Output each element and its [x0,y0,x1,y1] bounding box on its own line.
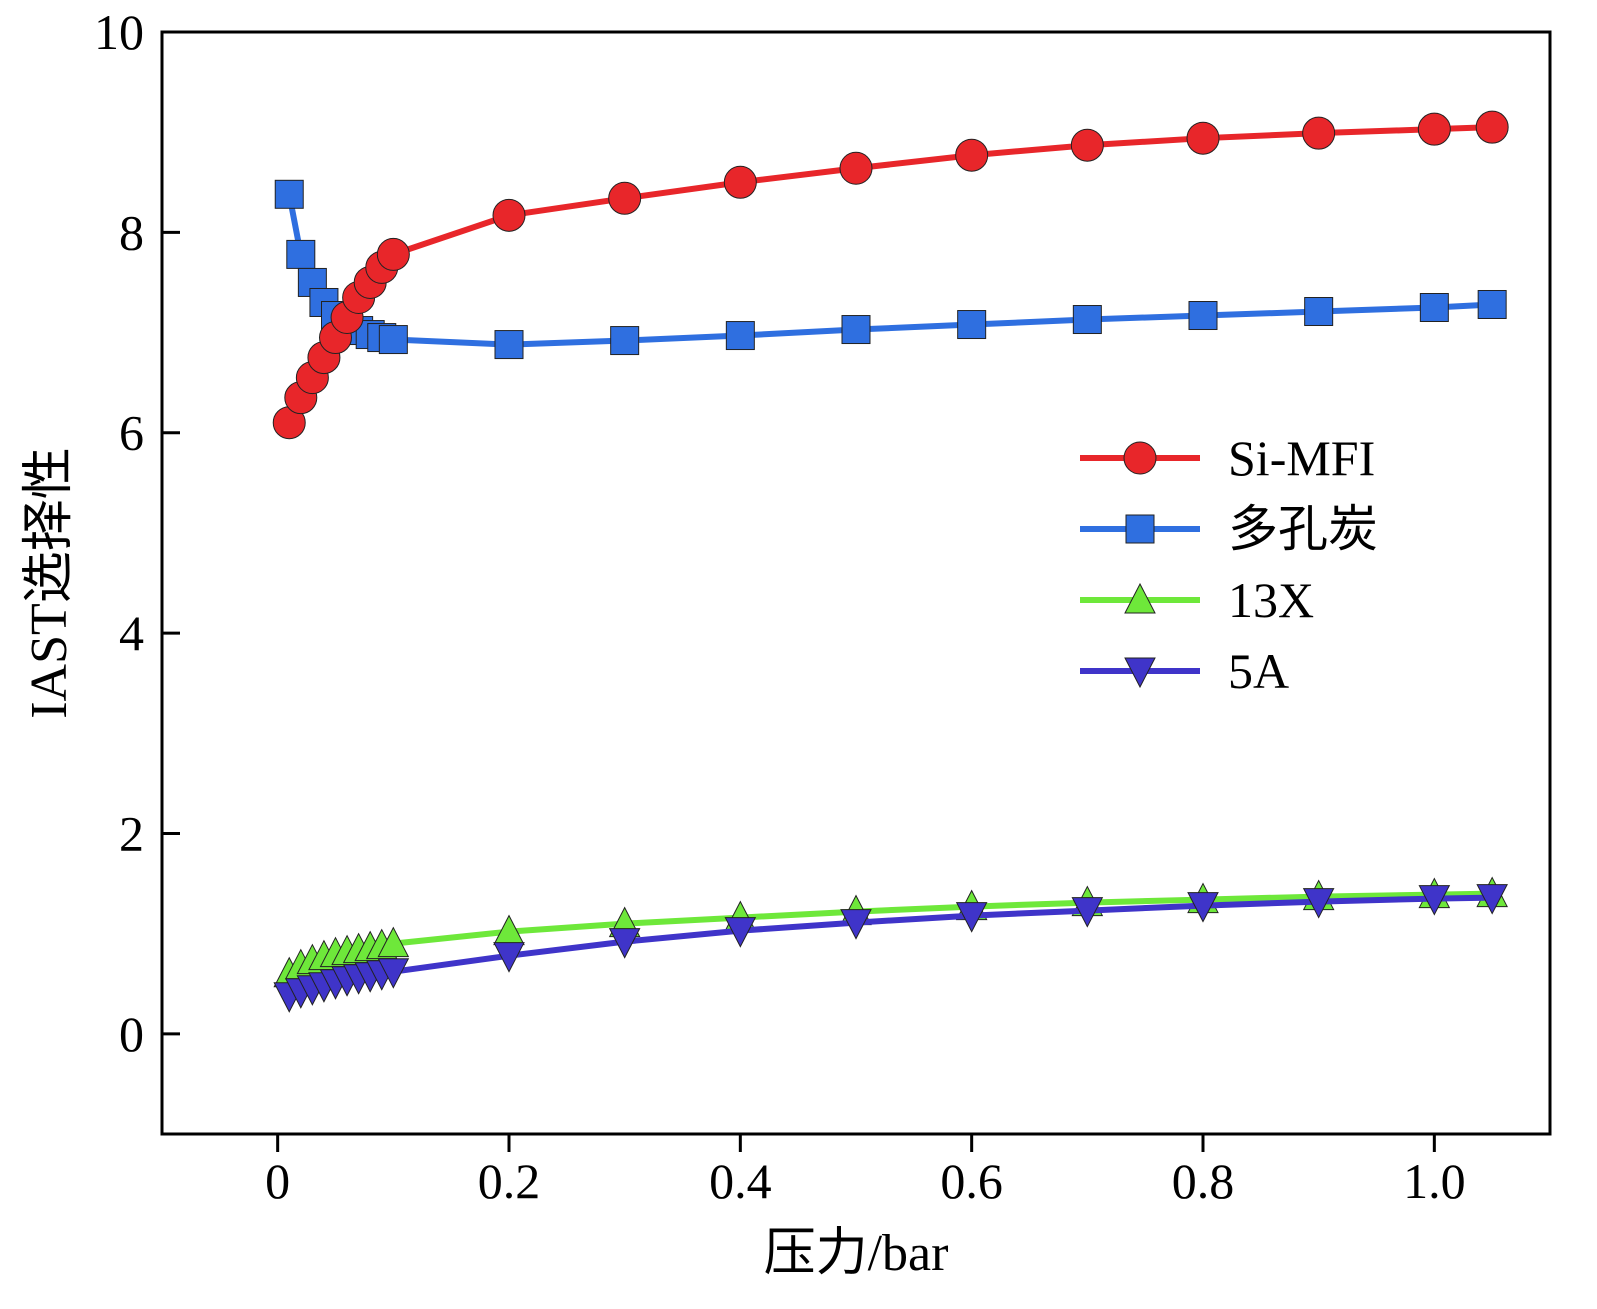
x-tick-label: 1.0 [1403,1153,1466,1209]
data-point [1186,121,1220,155]
data-point [725,321,755,351]
data-point [492,198,526,232]
x-tick-label: 0.2 [478,1153,541,1209]
legend-label: 13X [1228,572,1314,628]
data-point [1419,293,1449,322]
x-axis-ticks: 0 0.2 0.4 0.6 0.8 1.0 [265,1134,1466,1209]
legend-marker [1124,582,1156,614]
data-point [1070,128,1104,162]
data-point [493,942,525,973]
legend-marker [1123,441,1157,475]
plot-frame [160,30,1552,1136]
data-point [378,325,408,355]
series-2 [274,179,1507,360]
data-point [840,909,872,940]
series-line [286,124,1493,424]
data-point [494,330,524,360]
data-point [1475,110,1509,144]
data-point [1187,892,1219,923]
y-axis-ticks: 0 2 4 6 8 10 [94,4,180,1062]
data-point [839,151,873,185]
series-4 [273,884,1508,1013]
x-tick-label: 0.8 [1172,1153,1235,1209]
y-tick-label: 0 [119,1006,144,1062]
legend-marker [1125,514,1155,544]
data-point [1072,305,1102,335]
data-point [286,239,316,269]
data-point [1302,116,1336,150]
y-axis-title: IAST选择性 [21,447,78,719]
data-point [610,326,640,356]
x-tick-label: 0.6 [940,1153,1003,1209]
data-point [1304,297,1334,327]
legend-marker [1124,657,1156,689]
data-point [608,928,641,959]
data-point [1188,301,1218,331]
data-point [1418,885,1451,916]
data-point [377,958,410,989]
series-layer [272,110,1509,1013]
x-tick-label: 0.4 [709,1153,772,1209]
data-point [376,237,410,271]
y-tick-label: 8 [119,204,144,260]
series-1 [272,110,1509,440]
data-point [955,902,988,933]
y-tick-label: 6 [119,405,144,461]
data-point [957,310,987,340]
y-tick-label: 4 [119,605,144,661]
legend-label: Si-MFI [1228,430,1375,486]
data-point [724,917,757,948]
data-point [274,179,304,209]
legend-label: 5A [1228,643,1289,699]
data-point [1071,897,1104,928]
data-point [1417,112,1451,146]
data-point [1302,888,1335,919]
data-point [841,315,871,345]
y-tick-label: 10 [94,4,144,60]
data-point [1476,884,1508,915]
data-point [1477,289,1507,319]
legend: Si-MFI 多孔炭 13X 5A [1080,430,1378,699]
y-tick-label: 2 [119,805,144,861]
x-tick-label: 0 [265,1153,290,1209]
data-point [377,926,410,958]
x-axis-title: 压力/bar [764,1225,949,1282]
data-point [955,138,989,172]
data-point [608,181,642,215]
data-point [723,165,757,199]
legend-label: 多孔炭 [1228,501,1378,557]
